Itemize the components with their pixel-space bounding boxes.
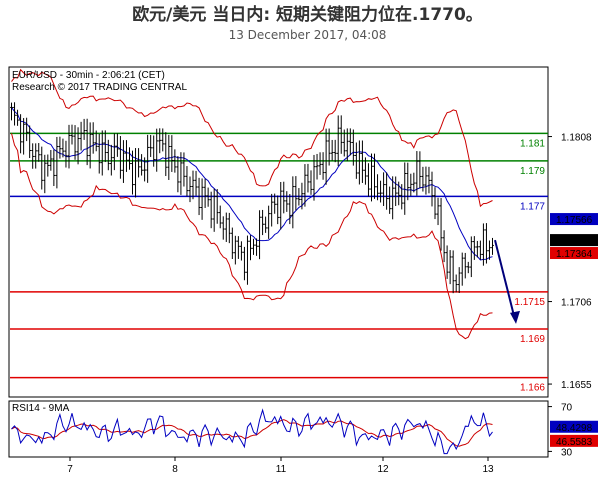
chart-timestamp: 13 December 2017, 04:08 [228,28,387,42]
level-label-0: 1.181 [520,138,545,149]
price-chart: 1.181 1.179 1.177 1.1715 1.169 1.166 70 30 48.4… [8,66,598,475]
price-tag-label-2: 1.17364 [556,249,593,260]
y-tick-label-1: 1.1706 [561,298,592,309]
x-tick-label-1: 8 [172,464,178,475]
rsi-tag-label-0: 48.4298 [556,423,593,434]
rsi-tag-label-1: 46.5583 [556,437,593,448]
price-tag-label-0: 1.17566 [556,215,593,226]
y-tick-label-2: 1.1655 [561,380,592,391]
x-tick-label-0: 7 [67,464,73,475]
price-tag-label-1: 1.17435 [556,236,593,247]
rsi-tick-label-1: 30 [561,447,573,458]
level-label-2: 1.177 [520,201,545,212]
chart-title: 欧元/美元 当日内: 短期关键阻力位在.1770。 [132,5,483,25]
y-tick-label-0: 1.1808 [561,133,592,144]
price-tag-box-1 [550,234,598,247]
x-tick-label-2: 11 [276,464,287,475]
price-tag-box-2 [550,247,598,260]
moving-average-line [11,107,493,261]
forecast-arrowhead-icon [510,310,520,324]
level-label-1: 1.179 [520,166,545,177]
rsi-label: RSI14 - 9MA [12,403,70,414]
forecast-arrow-line [494,239,516,321]
level-label-3: 1.1715 [514,297,545,308]
rsi-tick-label-0: 70 [561,403,573,414]
header: 欧元/美元 当日内: 短期关键阻力位在.1770。 13 December 20… [0,0,615,50]
symbol-label: EUR/USD - 30min - 2:06:21 (CET) [12,70,165,81]
rsi-tag-box-0 [550,420,598,433]
rsi-panel [8,400,549,458]
rsi-line [11,408,493,455]
level-label-4: 1.169 [520,334,545,345]
lower-band-line [11,133,493,340]
x-tick-label-4: 13 [482,464,494,475]
price-tag-box-0 [550,213,598,226]
level-label-5: 1.166 [520,383,545,394]
x-tick-label-3: 12 [377,464,389,475]
rsi-tag-box-1 [550,434,598,447]
source-label: Research © 2017 TRADING CENTRAL [12,82,187,93]
upper-band-line [11,68,493,208]
rsi-ma-line [11,419,493,447]
